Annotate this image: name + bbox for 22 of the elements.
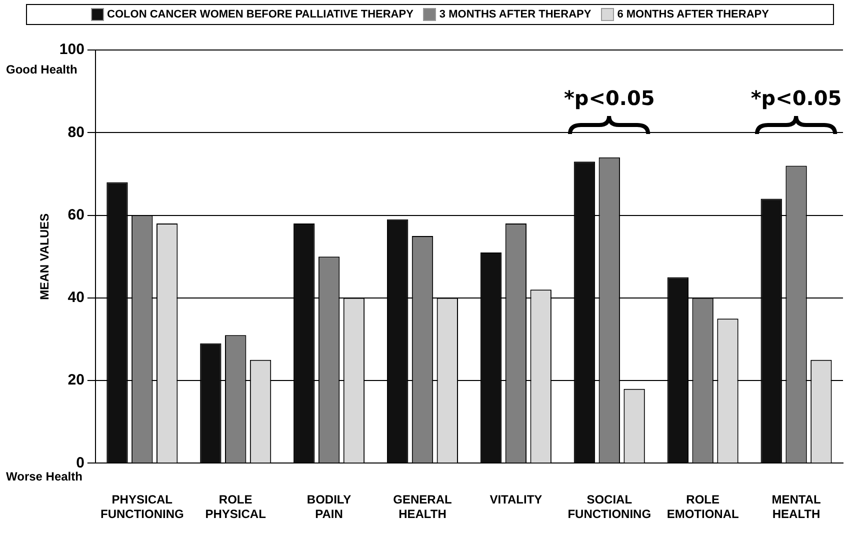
annotation: *p<0.05 bbox=[564, 86, 655, 110]
y-tick-label: 20 bbox=[68, 372, 84, 389]
y-tick-label: 80 bbox=[68, 124, 84, 141]
legend-label: 6 MONTHS AFTER THERAPY bbox=[616, 8, 769, 21]
x-tick-label: BODILY PAIN bbox=[306, 492, 352, 522]
y-tick-label: 100 bbox=[59, 41, 84, 58]
x-tick-label: VITALITY bbox=[490, 492, 542, 507]
x-tick-label: ROLE EMOTIONAL bbox=[666, 492, 739, 522]
legend-label: 3 MONTHS AFTER THERAPY bbox=[438, 8, 592, 21]
annotation: *p<0.05 bbox=[750, 86, 842, 110]
y-tick-label: 40 bbox=[68, 289, 84, 306]
text: Worse Health bbox=[6, 470, 82, 484]
x-tick-label: PHYSICAL FUNCTIONING bbox=[100, 492, 184, 522]
x-tick-label: GENERAL HEALTH bbox=[393, 492, 452, 522]
y-tick-label: 60 bbox=[68, 206, 84, 224]
text: Good Health bbox=[6, 62, 78, 76]
y-axis-title: MEAN VALUES bbox=[38, 213, 52, 300]
legend-label: COLON CANCER WOMEN BEFORE PALLIATIVE THERAPY bbox=[106, 8, 414, 21]
x-tick-label: ROLE PHYSICAL bbox=[205, 492, 266, 522]
x-tick-label: SOCIAL FUNCTIONING bbox=[568, 492, 652, 522]
y-tick-label: 0 bbox=[76, 454, 84, 472]
x-tick-label: MENTAL HEALTH bbox=[772, 492, 821, 522]
